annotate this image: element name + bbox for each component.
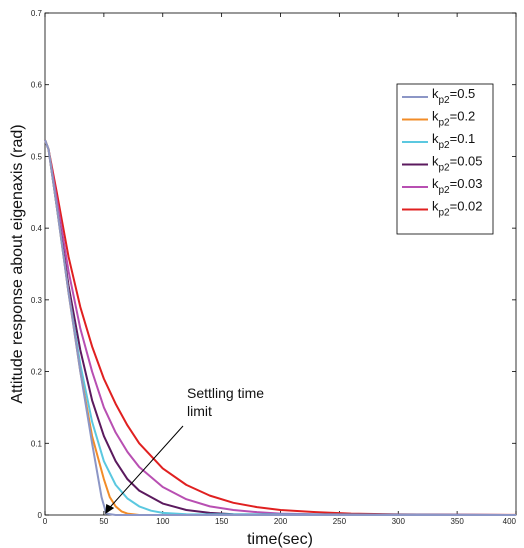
y-tick-label: 0.2 [31,368,43,377]
x-tick-label: 50 [99,517,108,526]
annotation-arrowhead [105,504,115,514]
legend-label: kp2=0.05 [432,154,483,174]
legend-label: kp2=0.2 [432,109,475,129]
y-tick-label: 0.6 [31,81,43,90]
x-tick-label: 0 [43,517,48,526]
x-tick-label: 100 [156,517,170,526]
x-axis-title: time(sec) [247,531,313,548]
x-tick-label: 250 [333,517,347,526]
y-axis-title: Attitude response about eigenaxis (rad) [9,124,26,403]
annotation-arrow [109,425,184,508]
y-axis: 0 0.1 0.2 0.3 0.4 0.5 0.6 0.7 [31,9,516,520]
x-axis: 0 50 100 150 200 250 300 350 400 [43,13,517,526]
x-tick-label: 400 [503,517,517,526]
y-tick-label: 0.5 [31,152,43,161]
legend-label: kp2=0.5 [432,86,475,106]
y-tick-label: 0.1 [31,439,43,448]
annotation-line-2: limit [187,403,212,419]
y-tick-label: 0.4 [31,224,43,233]
y-tick-label: 0 [38,511,43,520]
series-line [44,139,517,516]
x-tick-label: 200 [274,517,288,526]
x-tick-label: 150 [215,517,229,526]
legend-label: kp2=0.02 [432,199,483,219]
annotation-line-1: Settling time [187,385,264,401]
series-layer [44,139,517,516]
x-tick-label: 300 [392,517,406,526]
series-line [44,139,517,516]
legend-label: kp2=0.1 [432,131,475,151]
annotation: Settling time limit [105,385,264,514]
y-tick-label: 0.7 [31,9,43,18]
series-line [44,139,516,516]
legend-label: kp2=0.03 [432,176,483,196]
y-tick-label: 0.3 [31,296,43,305]
x-tick-label: 350 [450,517,464,526]
